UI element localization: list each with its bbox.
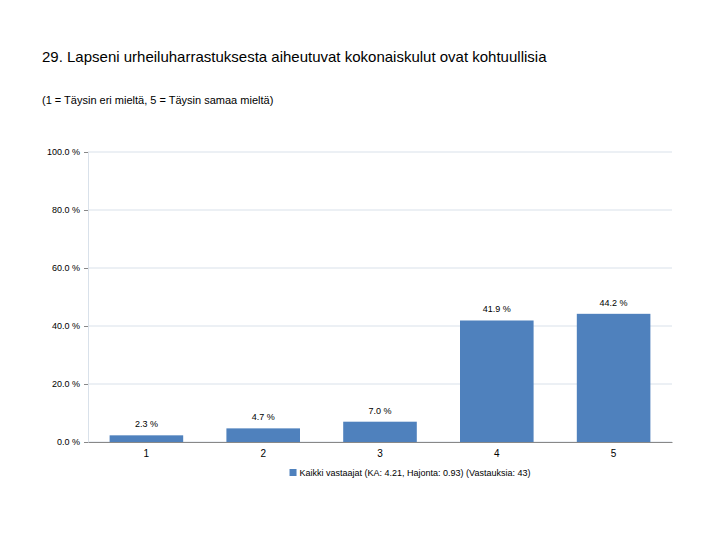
bar <box>110 435 184 442</box>
data-label: 41.9 % <box>483 304 511 314</box>
y-tick-mark <box>84 326 88 327</box>
y-tick-label: 0.0 % <box>57 437 80 447</box>
grid-line <box>88 210 672 211</box>
y-tick: 40.0 % <box>52 321 88 331</box>
y-tick: 0.0 % <box>57 437 88 447</box>
data-labels: 2.3 % 4.7 % 7.0 % 41.9 % 44.2 % <box>135 298 628 430</box>
legend-label: Kaikki vastaajat (KA: 4.21, Hajonta: 0.9… <box>300 468 531 478</box>
x-tick: 3 <box>377 442 383 459</box>
grid <box>88 152 672 442</box>
x-tick: 2 <box>260 442 266 459</box>
x-tick-label: 4 <box>494 448 500 459</box>
bar <box>577 314 651 442</box>
x-tick: 5 <box>611 442 617 459</box>
data-label: 44.2 % <box>600 298 628 308</box>
y-tick: 20.0 % <box>52 379 88 389</box>
y-tick-label: 80.0 % <box>52 205 80 215</box>
x-tick-label: 1 <box>144 448 150 459</box>
title: 29. Lapseni urheiluharrastuksesta aiheut… <box>42 48 547 65</box>
y-tick-mark <box>84 152 88 153</box>
y-tick-mark <box>84 210 88 211</box>
x-tick-label: 3 <box>377 448 383 459</box>
x-axis: 1 2 3 4 5 <box>89 442 673 459</box>
grid-line <box>88 152 672 153</box>
data-label: 2.3 % <box>135 419 158 429</box>
y-tick-label: 60.0 % <box>52 263 80 273</box>
y-tick-label: 40.0 % <box>52 321 80 331</box>
y-tick-mark <box>84 268 88 269</box>
y-tick: 80.0 % <box>52 205 88 215</box>
bar <box>343 422 417 442</box>
y-axis-line <box>84 153 89 443</box>
bar <box>460 320 534 442</box>
grid-line <box>88 268 672 269</box>
x-tick: 1 <box>144 442 150 459</box>
bar <box>226 428 300 442</box>
y-tick-label: 100.0 % <box>47 147 80 157</box>
bars <box>110 314 651 442</box>
y-tick: 60.0 % <box>52 263 88 273</box>
subtitle: (1 = Täysin eri mieltä, 5 = Täysin samaa… <box>42 94 273 106</box>
x-axis-line <box>89 442 673 443</box>
x-tick-label: 2 <box>260 448 266 459</box>
y-tick: 100.0 % <box>47 147 88 157</box>
legend-item: Kaikki vastaajat (KA: 4.21, Hajonta: 0.9… <box>290 468 531 478</box>
data-label: 4.7 % <box>252 412 275 422</box>
y-tick-mark <box>84 384 88 385</box>
legend: Kaikki vastaajat (KA: 4.21, Hajonta: 0.9… <box>290 468 531 478</box>
y-tick-label: 20.0 % <box>52 379 80 389</box>
x-tick-label: 5 <box>611 448 617 459</box>
x-tick: 4 <box>494 442 500 459</box>
legend-swatch <box>290 469 297 476</box>
y-axis: 0.0 % 20.0 % 40.0 % 60.0 % 80.0 % 100.0 % <box>47 147 89 447</box>
chart: 29. Lapseni urheiluharrastuksesta aiheut… <box>0 0 720 540</box>
data-label: 7.0 % <box>368 406 391 416</box>
y-tick-mark <box>84 442 88 443</box>
